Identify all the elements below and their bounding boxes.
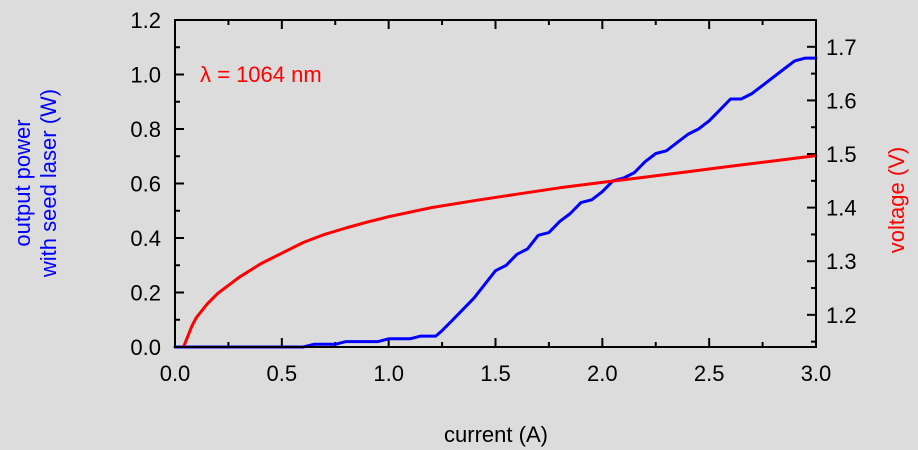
y-left-tick-label: 1.2 bbox=[130, 8, 161, 33]
y-right-tick-label: 1.5 bbox=[826, 142, 857, 167]
y-right-tick-label: 1.7 bbox=[826, 35, 857, 60]
y-left-tick-label: 0.6 bbox=[130, 172, 161, 197]
data-series bbox=[173, 56, 818, 349]
x-tick-label: 0.0 bbox=[160, 361, 191, 386]
x-tick-label: 1.0 bbox=[373, 361, 404, 386]
y-left-tick-label: 0.2 bbox=[130, 281, 161, 306]
y-right-tick-label: 1.3 bbox=[826, 249, 857, 274]
y-left-tick-label: 0.4 bbox=[130, 226, 161, 251]
y-left-axis-title-line2: with seed laser (W) bbox=[36, 89, 61, 278]
wavelength-annotation: λ = 1064 nm bbox=[200, 62, 322, 87]
y-left-tick-label: 0.8 bbox=[130, 117, 161, 142]
y-right-tick-label: 1.4 bbox=[826, 196, 857, 221]
x-tick-label: 1.5 bbox=[480, 361, 511, 386]
x-tick-label: 2.0 bbox=[587, 361, 618, 386]
x-tick-label: 2.5 bbox=[694, 361, 725, 386]
y-left-tick-label: 0.0 bbox=[130, 335, 161, 360]
x-tick-label: 3.0 bbox=[801, 361, 832, 386]
x-axis-title: current (A) bbox=[444, 422, 548, 447]
voltage-line bbox=[182, 154, 818, 349]
y-right-tick-label: 1.6 bbox=[826, 88, 857, 113]
x-tick-label: 0.5 bbox=[267, 361, 298, 386]
y-right-tick-labels: 1.2 1.3 1.4 1.5 1.6 1.7 bbox=[826, 35, 857, 328]
y-right-axis-title: voltage (V) bbox=[884, 147, 909, 253]
y-left-tick-label: 1.0 bbox=[130, 63, 161, 88]
y-left-tick-labels: 0.0 0.2 0.4 0.6 0.8 1.0 1.2 bbox=[130, 8, 161, 360]
output-power-line bbox=[173, 56, 818, 349]
plot-frame bbox=[174, 19, 817, 348]
x-tick-labels: 0.0 0.5 1.0 1.5 2.0 2.5 3.0 bbox=[160, 361, 832, 386]
y-left-axis-title-line1: output power bbox=[10, 119, 35, 246]
y-right-tick-label: 1.2 bbox=[826, 303, 857, 328]
